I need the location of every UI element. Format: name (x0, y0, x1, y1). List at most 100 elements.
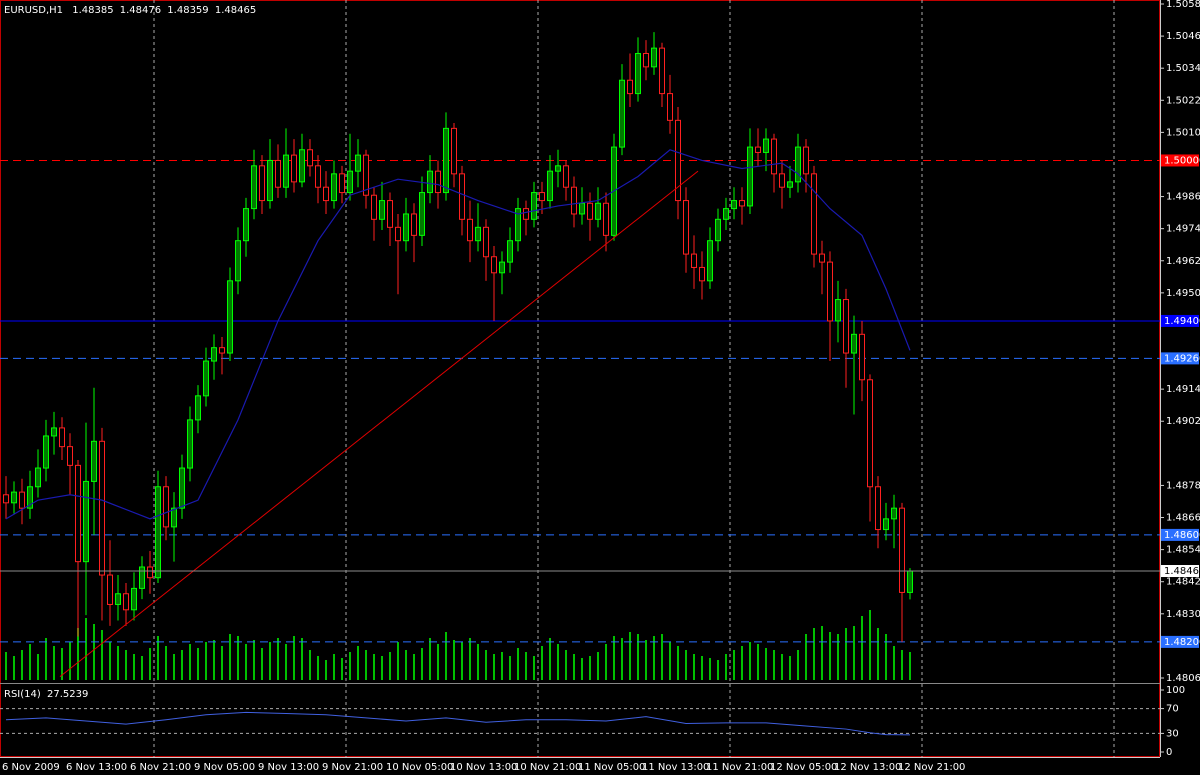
candle-body (355, 154, 361, 172)
candle-body (107, 574, 113, 605)
candle-body (779, 173, 785, 188)
x-tick-label: 10 Nov 05:00 (386, 762, 453, 773)
candle-body (795, 146, 801, 183)
candle-body (115, 593, 121, 605)
candle-body (787, 181, 793, 188)
level-label: 1.48200 (1164, 637, 1200, 648)
candle-body (83, 480, 89, 563)
candle-body (387, 200, 393, 228)
candle-body (323, 186, 329, 202)
x-tick-label: 10 Nov 13:00 (450, 762, 517, 773)
rsi-tick-label: 100 (1166, 685, 1185, 696)
x-tick-label: 6 Nov 21:00 (130, 762, 191, 773)
level-label-box (1161, 314, 1199, 327)
candle-body (411, 213, 417, 236)
x-tick-label: 12 Nov 21:00 (898, 762, 965, 773)
level-label-box (1161, 154, 1199, 167)
candle-body (59, 427, 65, 448)
candle-body (499, 261, 505, 274)
x-tick-label: 6 Nov 13:00 (66, 762, 127, 773)
candle-body (171, 507, 177, 528)
high: 1.48476 (120, 5, 161, 16)
candle-body (811, 173, 817, 255)
close: 1.48465 (215, 5, 256, 16)
candle-body (235, 240, 241, 282)
candle-body (435, 170, 441, 194)
candle-body (155, 486, 161, 579)
candle-body (35, 467, 41, 488)
trendline (59, 170, 699, 678)
candle-body (475, 226, 481, 242)
candle-body (307, 149, 313, 167)
candle-body (739, 200, 745, 207)
candle-body (571, 186, 577, 215)
candle-body (259, 165, 265, 202)
level-label-box (1161, 352, 1199, 365)
rsi-name: RSI(14) (4, 689, 41, 700)
y-tick-label: 1.49625 (1166, 256, 1200, 267)
candle-body (195, 395, 201, 421)
candle-body (859, 333, 865, 381)
candle-body (819, 253, 825, 263)
candle-body (531, 192, 537, 220)
candle-body (43, 435, 49, 469)
candle-body (771, 138, 777, 175)
low: 1.48359 (167, 5, 208, 16)
candle-body (707, 240, 713, 282)
candle-body (867, 379, 873, 488)
candle-body (315, 165, 321, 188)
x-tick-label: 12 Nov 05:00 (770, 762, 837, 773)
rsi-tick-label: 0 (1166, 747, 1172, 758)
candle-body (427, 170, 433, 194)
candle-body (147, 566, 153, 579)
candle-body (507, 240, 513, 263)
candle-body (763, 138, 769, 153)
y-tick-label: 1.49745 (1166, 224, 1200, 235)
candle-body (163, 486, 169, 528)
candle-body (715, 218, 721, 242)
candle-body (419, 192, 425, 236)
y-tick-label: 1.49025 (1166, 416, 1200, 427)
candle-body (19, 491, 25, 509)
candle-body (179, 467, 185, 509)
candle-body (651, 47, 657, 68)
candle-body (683, 200, 689, 255)
candle-body (227, 280, 233, 354)
candle-body (299, 149, 305, 183)
candle-body (875, 486, 881, 531)
y-tick-label: 1.48785 (1166, 480, 1200, 491)
candle-body (395, 226, 401, 242)
y-tick-label: 1.48545 (1166, 545, 1200, 556)
candle-body (363, 154, 369, 196)
candle-body (563, 165, 569, 188)
candle-body (803, 146, 809, 175)
x-tick-label: 9 Nov 05:00 (194, 762, 255, 773)
moving-average (5, 149, 911, 520)
rsi-line (5, 711, 911, 736)
x-tick-label: 11 Nov 13:00 (642, 762, 709, 773)
candle-body (491, 256, 497, 274)
candle-body (451, 127, 457, 175)
candle-body (403, 213, 409, 242)
y-tick-label: 1.50345 (1166, 63, 1200, 74)
y-tick-label: 1.48305 (1166, 609, 1200, 620)
candle-body (659, 47, 665, 95)
y-tick-label: 1.49505 (1166, 288, 1200, 299)
y-tick-label: 1.50585 (1166, 0, 1200, 10)
candle-body (627, 79, 633, 95)
candle-body (747, 146, 753, 207)
candle-body (27, 486, 33, 509)
candle-body (459, 173, 465, 220)
y-tick-label: 1.50225 (1166, 95, 1200, 106)
level-label-box (1161, 528, 1199, 541)
candle-body (843, 299, 849, 354)
chart-header: EURUSD,H1 1.48385 1.48476 1.48359 1.4846… (4, 5, 256, 16)
candle-body (547, 170, 553, 202)
candle-body (91, 440, 97, 482)
y-tick-label: 1.48425 (1166, 577, 1200, 588)
candle-body (835, 299, 841, 322)
level-label: 1.49260 (1164, 353, 1200, 364)
candle-body (675, 119, 681, 202)
candle-body (587, 202, 593, 220)
